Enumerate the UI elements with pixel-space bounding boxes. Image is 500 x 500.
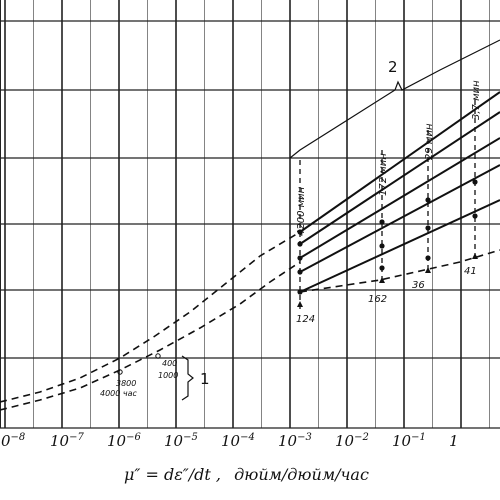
open-point (117, 369, 123, 375)
annotations: 2 4200 мин 172 мин 29 мин 3,7 мин 124 162 36 41 4… (100, 58, 482, 398)
triangle-marker (297, 301, 303, 307)
x-tick-labels: 0−8 10−7 10−6 10−5 10−4 10−3 10−2 10−1 1 (1, 432, 459, 450)
x-tick-label: 10−7 (50, 432, 84, 450)
data-point (425, 255, 431, 261)
dashed-line-low (299, 249, 500, 293)
data-point (297, 289, 303, 295)
point-label: 41 (464, 266, 477, 277)
data-point (425, 225, 431, 231)
x-tick-label: 0−8 (1, 432, 25, 450)
time-label: 172 мин (378, 153, 389, 196)
data-point (472, 213, 478, 219)
x-axis-label-formula: μ″ = dε″/dt , (124, 465, 221, 484)
point-label: 36 (412, 280, 425, 291)
bracket-label-1: 1 (200, 370, 210, 388)
open-point (155, 353, 161, 359)
triangle-marker (425, 267, 431, 273)
x-tick-label: 1 (449, 432, 459, 450)
data-point (297, 229, 303, 235)
low-label: 4000 час (100, 389, 138, 398)
triangle-marker (379, 277, 385, 283)
x-tick-label: 10−3 (278, 432, 312, 450)
data-point (425, 197, 431, 203)
solid-line (299, 199, 500, 293)
x-axis-label: μ″ = dε″/dt , дюйм/дюйм/час (124, 465, 369, 484)
low-label: 1000 (158, 371, 178, 380)
data-point (297, 255, 303, 261)
x-tick-label: 10−1 (392, 432, 426, 450)
x-tick-label: 10−2 (335, 432, 369, 450)
time-label: 3,7 мин (471, 80, 482, 120)
solid-line (299, 111, 500, 245)
time-label: 29 мин (424, 123, 435, 160)
data-point (472, 179, 478, 185)
data-point (379, 219, 385, 225)
x-tick-label: 10−6 (107, 432, 141, 450)
data-point (297, 241, 303, 247)
point-label: 162 (368, 294, 387, 305)
low-label: 400 (162, 359, 177, 368)
data-point (297, 269, 303, 275)
low-label: 3800 (116, 379, 136, 388)
dashed-curve-lower (0, 231, 301, 403)
data-point (379, 265, 385, 271)
curves (0, 39, 500, 411)
bracket-1 (181, 355, 194, 401)
x-tick-label: 10−5 (164, 432, 198, 450)
grid (0, 0, 500, 429)
solid-line (299, 164, 500, 273)
data-point (379, 243, 385, 249)
x-axis-label-units: дюйм/дюйм/час (234, 465, 369, 484)
point-label: 124 (296, 314, 315, 325)
solid-line (299, 91, 500, 233)
dashed-curve-upper (0, 261, 301, 411)
bracket-label-2: 2 (388, 58, 398, 76)
time-label: 4200 мин (296, 186, 307, 236)
triangle-marker (472, 253, 478, 259)
solid-line (299, 137, 500, 259)
x-tick-label: 10−4 (221, 432, 255, 450)
bracket-2 (289, 39, 500, 159)
